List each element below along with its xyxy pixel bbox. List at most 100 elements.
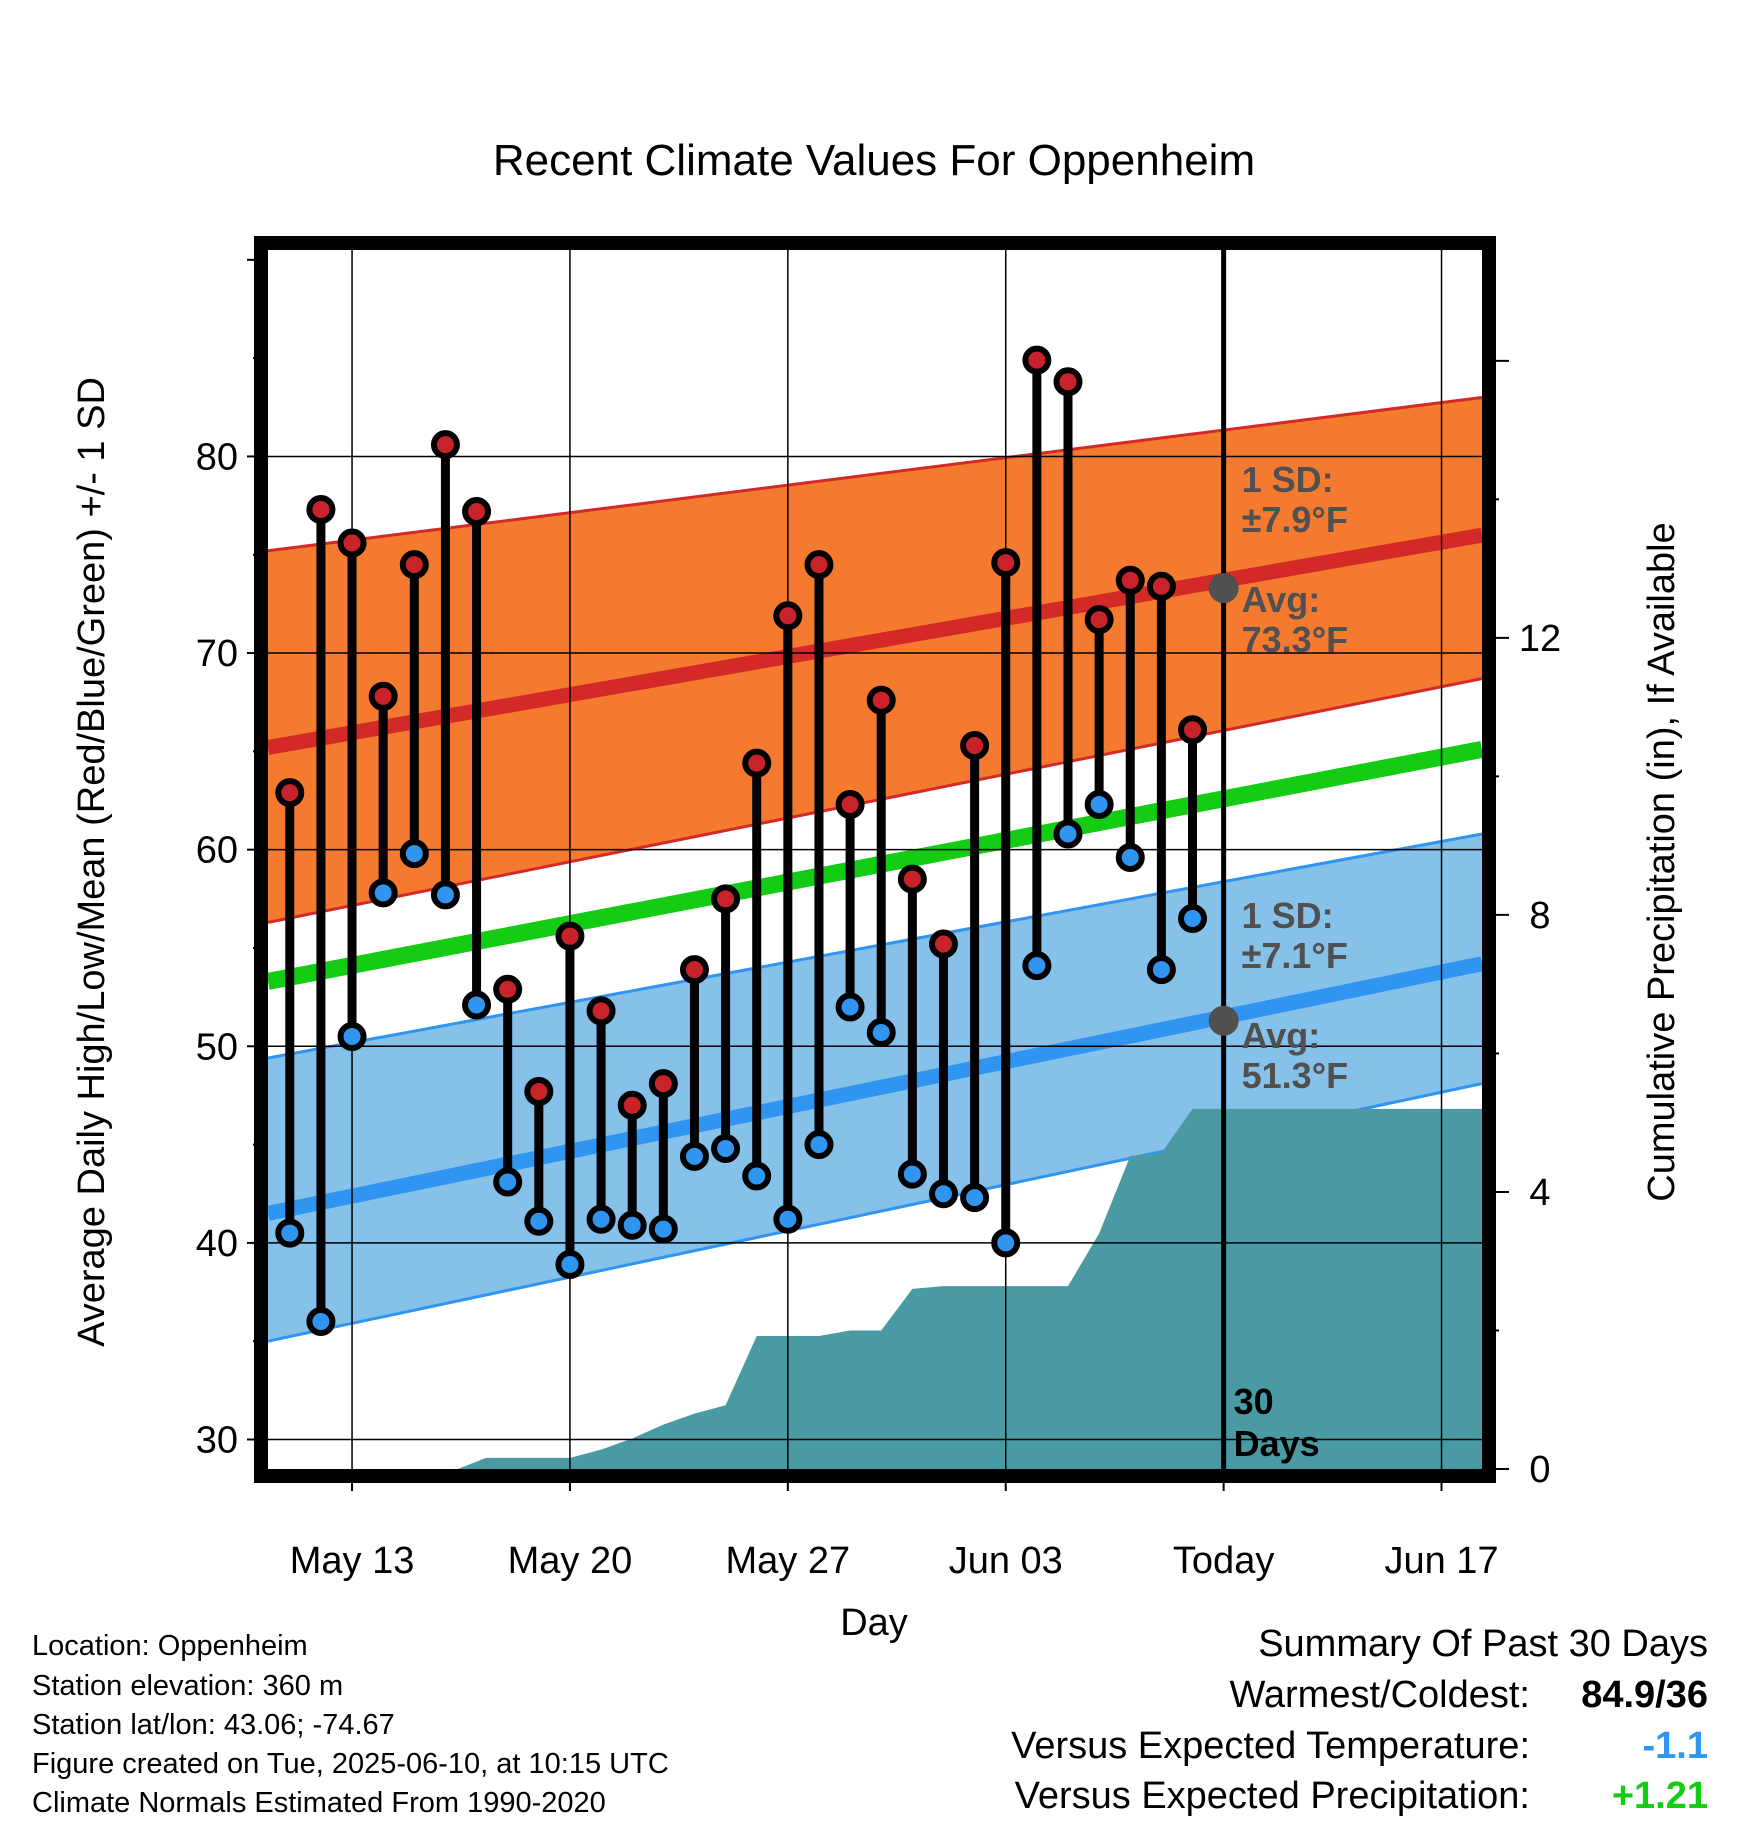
- daily-high-point: [742, 748, 772, 778]
- daily-low-point: [617, 1210, 647, 1240]
- daily-high-point: [275, 778, 305, 808]
- daily-high-point: [1022, 345, 1052, 375]
- daily-low-point: [835, 992, 865, 1022]
- x-tick-label: May 13: [290, 1540, 415, 1582]
- daily-low-point: [711, 1134, 741, 1164]
- summary-precip-label: Versus Expected Precipitation:: [1014, 1775, 1530, 1817]
- summary-warmest-value: 84.9/36: [1581, 1674, 1708, 1716]
- y-tick-label: 70: [196, 633, 238, 675]
- daily-high-point: [804, 550, 834, 580]
- low-avg-value: 51.3°F: [1242, 1055, 1348, 1096]
- low-avg-marker: [1208, 1005, 1239, 1036]
- daily-low-point: [773, 1204, 803, 1234]
- y-axis-label: Average Daily High/Low/Mean (Red/Blue/Gr…: [71, 377, 113, 1347]
- daily-low-point: [804, 1130, 834, 1160]
- y2-axis-label: Cumulative Precipitation (in), If Availa…: [1641, 522, 1683, 1201]
- info-location: Location: Oppenheim: [32, 1630, 308, 1662]
- summary-precip-row: Versus Expected Precipitation: +1.21: [1015, 1777, 1708, 1815]
- x-tick-label: Jun 17: [1384, 1540, 1498, 1582]
- y-tick-label: 80: [196, 436, 238, 478]
- daily-low-point: [960, 1183, 990, 1213]
- daily-high-point: [337, 528, 367, 558]
- summary-temp-label: Versus Expected Temperature:: [1011, 1725, 1530, 1767]
- daily-low-point: [897, 1159, 927, 1189]
- info-elevation: Station elevation: 360 m: [32, 1670, 344, 1702]
- daily-high-point: [960, 730, 990, 760]
- summary-temp-value: -1.1: [1642, 1725, 1708, 1767]
- low-sd-label: 1 SD:: [1242, 895, 1334, 936]
- y2-tick-label: 0: [1529, 1449, 1550, 1491]
- normal-mean-line: [268, 741, 1482, 990]
- y-tick-label: 50: [196, 1026, 238, 1068]
- daily-high-point: [399, 550, 429, 580]
- daily-low-point: [928, 1179, 958, 1209]
- days-label-count: 30: [1234, 1381, 1274, 1422]
- summary-title: Summary Of Past 30 Days: [1258, 1623, 1708, 1665]
- normal-low-band-upper-edge: [268, 832, 1482, 1060]
- summary-warmest-label: Warmest/Coldest:: [1229, 1674, 1530, 1716]
- normal-high-band: [268, 397, 1482, 923]
- high-sd-label: 1 SD:: [1242, 459, 1334, 500]
- daily-high-point: [430, 430, 460, 460]
- normal-low-line: [268, 956, 1482, 1221]
- daily-low-point: [742, 1161, 772, 1191]
- y-tick-label: 60: [196, 830, 238, 872]
- y-tick-label: 30: [196, 1420, 238, 1462]
- daily-high-point: [991, 548, 1021, 578]
- daily-low-point: [586, 1204, 616, 1234]
- daily-high-point: [928, 929, 958, 959]
- daily-high-point: [648, 1069, 678, 1099]
- summary-precip-value: +1.21: [1611, 1775, 1708, 1817]
- daily-high-point: [368, 681, 398, 711]
- daily-high-point: [555, 921, 585, 951]
- x-tick-label: Jun 03: [949, 1540, 1063, 1582]
- daily-high-point: [1084, 605, 1114, 635]
- daily-low-point: [555, 1250, 585, 1280]
- daily-high-point: [866, 685, 896, 715]
- x-tick-label: May 20: [508, 1540, 633, 1582]
- normal-high-line: [268, 527, 1482, 755]
- daily-low-point: [399, 839, 429, 869]
- daily-low-point: [524, 1206, 554, 1236]
- high-sd-value: ±7.9°F: [1242, 499, 1348, 540]
- daily-series: [275, 345, 1208, 1337]
- daily-low-point: [462, 990, 492, 1020]
- daily-high-point: [1115, 565, 1145, 595]
- y2-tick-label: 4: [1529, 1172, 1550, 1214]
- daily-low-point: [1022, 951, 1052, 981]
- x-tick-label: Today: [1173, 1540, 1274, 1582]
- daily-high-point: [897, 864, 927, 894]
- daily-high-point: [1053, 367, 1083, 397]
- high-avg-label: Avg:: [1242, 579, 1321, 620]
- summary-warmest-row: Warmest/Coldest: 84.9/36: [1229, 1676, 1708, 1714]
- summary-temp-row: Versus Expected Temperature: -1.1: [1011, 1727, 1708, 1765]
- x-tick-label: May 27: [726, 1540, 851, 1582]
- daily-high-point: [462, 496, 492, 526]
- daily-low-point: [866, 1018, 896, 1048]
- low-avg-label: Avg:: [1242, 1015, 1321, 1056]
- high-avg-marker: [1208, 573, 1239, 604]
- y-tick-label: 40: [196, 1223, 238, 1265]
- days-label-word: Days: [1234, 1423, 1320, 1464]
- normal-high-band-lower-edge: [268, 677, 1482, 924]
- daily-low-point: [306, 1307, 336, 1337]
- daily-low-point: [275, 1218, 305, 1248]
- plot-frame: [254, 236, 1496, 1483]
- daily-low-point: [1115, 843, 1145, 873]
- y2-tick-label: 12: [1519, 618, 1561, 660]
- daily-low-point: [1178, 903, 1208, 933]
- normal-high-band-upper-edge: [268, 395, 1482, 553]
- chart-title: Recent Climate Values For Oppenheim: [493, 136, 1255, 185]
- daily-high-point: [524, 1077, 554, 1107]
- low-sd-value: ±7.1°F: [1242, 935, 1348, 976]
- daily-high-point: [1146, 571, 1176, 601]
- daily-high-point: [679, 955, 709, 985]
- daily-high-point: [617, 1090, 647, 1120]
- x-axis-label: Day: [840, 1602, 908, 1644]
- daily-low-point: [1146, 955, 1176, 985]
- daily-low-point: [493, 1167, 523, 1197]
- daily-high-point: [711, 884, 741, 914]
- daily-low-point: [679, 1141, 709, 1171]
